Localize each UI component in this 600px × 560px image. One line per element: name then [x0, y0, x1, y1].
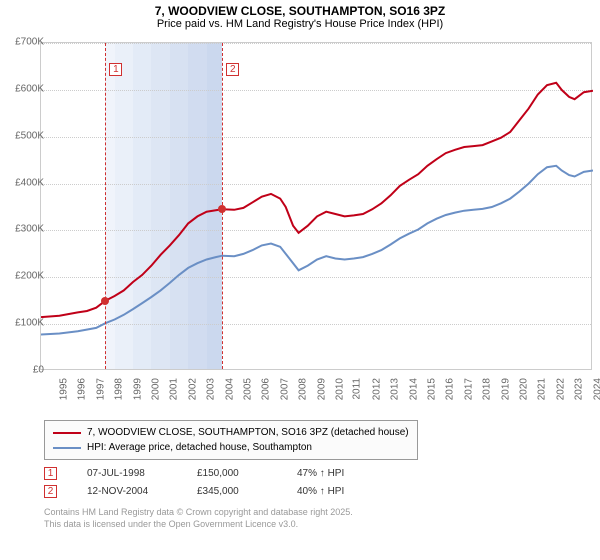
- x-tick-label: 2002: [187, 378, 198, 400]
- x-tick-label: 1995: [58, 378, 69, 400]
- x-tick-label: 1997: [95, 378, 106, 400]
- transaction-badge: 2: [44, 485, 57, 498]
- title-subtitle: Price paid vs. HM Land Registry's House …: [0, 18, 600, 30]
- x-tick-label: 2020: [518, 378, 529, 400]
- x-tick-label: 2007: [279, 378, 290, 400]
- x-axis: 1995 1996 1997 1998 1999 2000 2001 2002 2003 2004…: [40, 374, 592, 418]
- transaction-date: 12-NOV-2004: [87, 486, 167, 497]
- footer: Contains HM Land Registry data © Crown c…: [44, 506, 353, 530]
- x-tick-label: 1999: [132, 378, 143, 400]
- x-tick-label: 2001: [169, 378, 180, 400]
- title-address: 7, WOODVIEW CLOSE, SOUTHAMPTON, SO16 3PZ: [0, 4, 600, 18]
- x-tick-label: 2012: [371, 378, 382, 400]
- transaction-date: 07-JUL-1998: [87, 468, 167, 479]
- x-tick-label: 2024: [592, 378, 600, 400]
- marker-dot: [218, 205, 226, 213]
- transaction-price: £150,000: [197, 468, 267, 479]
- legend: 7, WOODVIEW CLOSE, SOUTHAMPTON, SO16 3PZ…: [44, 420, 418, 460]
- legend-swatch: [53, 447, 81, 449]
- y-tick-label: £100K: [15, 318, 44, 329]
- transaction-price: £345,000: [197, 486, 267, 497]
- legend-swatch: [53, 432, 81, 434]
- x-tick-label: 2006: [261, 378, 272, 400]
- y-tick-label: £200K: [15, 271, 44, 282]
- transactions-table: 1 07-JUL-1998 £150,000 47% ↑ HPI 2 12-NO…: [44, 464, 344, 500]
- x-tick-label: 2010: [334, 378, 345, 400]
- legend-item-hpi: HPI: Average price, detached house, Sout…: [53, 440, 409, 455]
- footer-license: This data is licensed under the Open Gov…: [44, 518, 353, 530]
- x-tick-label: 2016: [445, 378, 456, 400]
- marker-label: 2: [226, 63, 239, 76]
- x-tick-label: 2013: [389, 378, 400, 400]
- x-tick-label: 2003: [205, 378, 216, 400]
- y-tick-label: £400K: [15, 177, 44, 188]
- marker-label: 1: [109, 63, 122, 76]
- x-tick-label: 2009: [316, 378, 327, 400]
- transaction-row: 2 12-NOV-2004 £345,000 40% ↑ HPI: [44, 482, 344, 500]
- x-tick-label: 2019: [500, 378, 511, 400]
- chart-lines: [41, 43, 593, 371]
- y-tick-label: £600K: [15, 83, 44, 94]
- x-tick-label: 2022: [555, 378, 566, 400]
- x-tick-label: 2000: [150, 378, 161, 400]
- x-tick-label: 2014: [408, 378, 419, 400]
- x-tick-label: 2023: [573, 378, 584, 400]
- x-tick-label: 2015: [426, 378, 437, 400]
- x-tick-label: 2021: [537, 378, 548, 400]
- legend-label: HPI: Average price, detached house, Sout…: [87, 440, 312, 455]
- transaction-hpi: 47% ↑ HPI: [297, 468, 344, 479]
- title-block: 7, WOODVIEW CLOSE, SOUTHAMPTON, SO16 3PZ…: [0, 0, 600, 32]
- marker-dot: [101, 297, 109, 305]
- x-tick-label: 2018: [481, 378, 492, 400]
- chart-plot-area: 12: [40, 42, 592, 370]
- transaction-badge: 1: [44, 467, 57, 480]
- transaction-row: 1 07-JUL-1998 £150,000 47% ↑ HPI: [44, 464, 344, 482]
- footer-copyright: Contains HM Land Registry data © Crown c…: [44, 506, 353, 518]
- x-tick-label: 1998: [113, 378, 124, 400]
- y-tick-label: £300K: [15, 224, 44, 235]
- x-tick-label: 2008: [297, 378, 308, 400]
- legend-item-price-paid: 7, WOODVIEW CLOSE, SOUTHAMPTON, SO16 3PZ…: [53, 425, 409, 440]
- y-tick-label: £500K: [15, 130, 44, 141]
- x-tick-label: 1996: [77, 378, 88, 400]
- x-tick-label: 2011: [352, 378, 363, 400]
- y-tick-label: £700K: [15, 37, 44, 48]
- transaction-hpi: 40% ↑ HPI: [297, 486, 344, 497]
- x-tick-label: 2017: [463, 378, 474, 400]
- x-tick-label: 2005: [242, 378, 253, 400]
- x-tick-label: 2004: [224, 378, 235, 400]
- legend-label: 7, WOODVIEW CLOSE, SOUTHAMPTON, SO16 3PZ…: [87, 425, 409, 440]
- chart-container: 7, WOODVIEW CLOSE, SOUTHAMPTON, SO16 3PZ…: [0, 0, 600, 560]
